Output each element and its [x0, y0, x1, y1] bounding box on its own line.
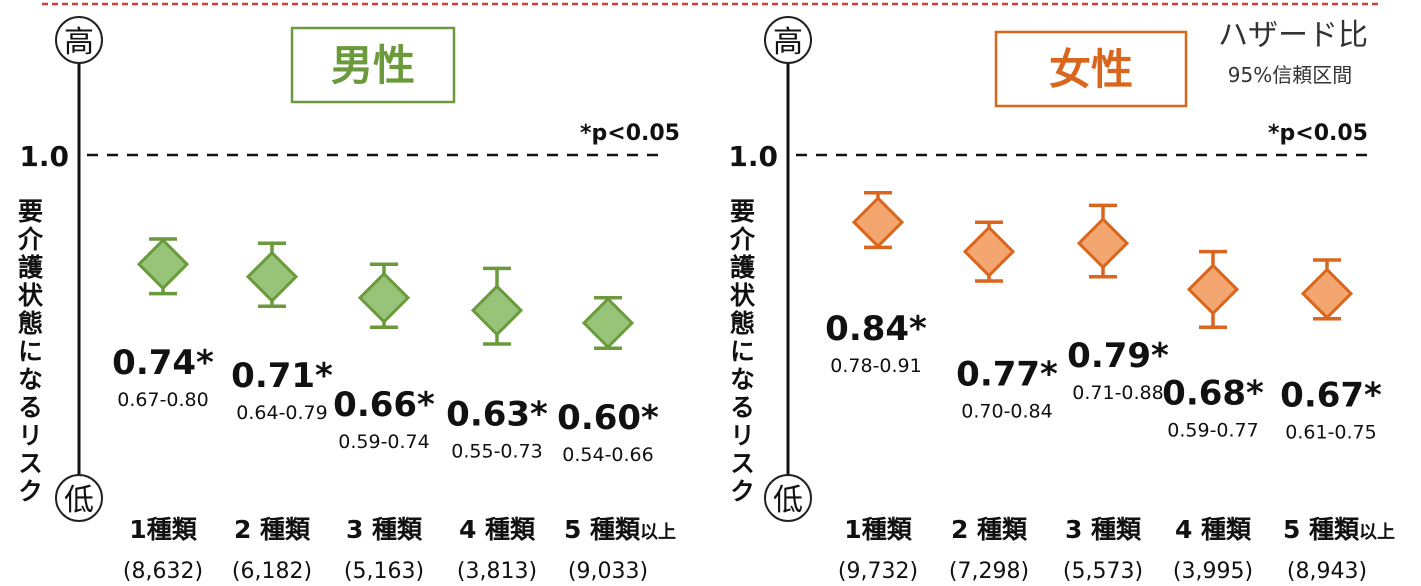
female-ci-label: 0.61-0.75	[1285, 422, 1376, 444]
male-high-label: 高	[64, 25, 94, 60]
male-value-label: 0.66*	[333, 385, 435, 425]
male-category-suffix: 以上	[640, 522, 676, 543]
male-panel-title: 男性	[331, 41, 415, 90]
male-value-label: 0.71*	[231, 356, 333, 396]
male-ci-label: 0.67-0.80	[117, 389, 208, 411]
male-value-label: 0.63*	[446, 394, 548, 434]
male-ci-label: 0.55-0.73	[451, 440, 542, 462]
male-count-label: (3,813)	[457, 559, 537, 584]
male-y-axis-label: 要介護状態になるリスク	[15, 198, 45, 506]
female-title-box	[994, 30, 1188, 108]
female-value-label: 0.84*	[825, 309, 927, 349]
male-count-label: (5,163)	[344, 559, 424, 584]
male-point-marker	[357, 271, 411, 324]
male-count-label: (8,632)	[123, 559, 203, 584]
female-count-label: (9,732)	[838, 559, 918, 584]
female-y-axis-label: 要介護状態になるリスク	[727, 198, 757, 506]
male-ci-label: 0.64-0.79	[236, 402, 327, 424]
male-low-circle	[55, 474, 103, 522]
male-significance-note: *p<0.05	[580, 121, 680, 146]
female-category-label: 2 種類	[951, 515, 1028, 544]
female-count-label: (3,995)	[1173, 559, 1253, 584]
female-value-label: 0.77*	[956, 355, 1058, 395]
male-count-label: (6,182)	[232, 559, 312, 584]
legend-subtitle: 95%信頼区間	[1228, 63, 1352, 87]
female-category-label: 4 種類	[1175, 515, 1252, 544]
female-point-marker	[962, 225, 1016, 278]
male-value-label: 0.74*	[112, 343, 214, 383]
male-category-label: 1種類	[129, 515, 197, 544]
male-point-marker	[470, 284, 524, 337]
male-count-label: (9,033)	[568, 559, 648, 584]
female-count-label: (8,943)	[1287, 559, 1367, 584]
female-high-circle	[764, 16, 812, 64]
male-value-label: 0.60*	[557, 398, 659, 438]
male-category-label: 3 種類	[346, 515, 423, 544]
male-category-label: 2 種類	[234, 515, 311, 544]
male-point-marker	[136, 238, 190, 291]
female-ci-label: 0.78-0.91	[830, 355, 921, 377]
female-category-label: 5 種類以上	[1283, 515, 1395, 544]
female-category-label: 3 種類	[1065, 515, 1142, 544]
female-ci-label: 0.70-0.84	[961, 401, 1052, 423]
female-count-label: (5,573)	[1063, 559, 1143, 584]
female-point-marker	[851, 196, 905, 249]
female-low-label: 低	[773, 483, 803, 518]
male-ci-label: 0.59-0.74	[338, 431, 429, 453]
female-low-circle	[764, 474, 812, 522]
legend-title: ハザード比	[1218, 18, 1368, 53]
female-point-marker	[1186, 263, 1240, 316]
female-value-label: 0.67*	[1280, 376, 1382, 416]
male-point-marker	[245, 250, 299, 303]
female-high-label: 高	[773, 25, 803, 60]
female-panel-title: 女性	[1049, 45, 1133, 94]
female-reference-label: 1.0	[728, 140, 778, 173]
male-category-label: 4 種類	[459, 515, 536, 544]
female-category-label: 1種類	[844, 515, 912, 544]
male-point-marker	[581, 296, 635, 350]
female-count-label: (7,298)	[949, 559, 1029, 584]
female-significance-note: *p<0.05	[1268, 121, 1368, 146]
male-title-box	[290, 26, 456, 104]
female-value-label: 0.79*	[1067, 336, 1169, 376]
male-high-circle	[55, 16, 103, 64]
female-ci-label: 0.71-0.88	[1072, 382, 1163, 404]
female-value-label: 0.68*	[1162, 373, 1264, 413]
female-ci-label: 0.59-0.77	[1167, 419, 1258, 441]
male-category-label: 5 種類以上	[564, 515, 676, 544]
female-point-marker	[1076, 217, 1130, 270]
male-reference-label: 1.0	[19, 140, 69, 173]
male-ci-label: 0.54-0.66	[562, 444, 653, 466]
male-low-label: 低	[64, 483, 94, 518]
female-point-marker	[1300, 267, 1354, 320]
female-category-suffix: 以上	[1359, 522, 1395, 543]
